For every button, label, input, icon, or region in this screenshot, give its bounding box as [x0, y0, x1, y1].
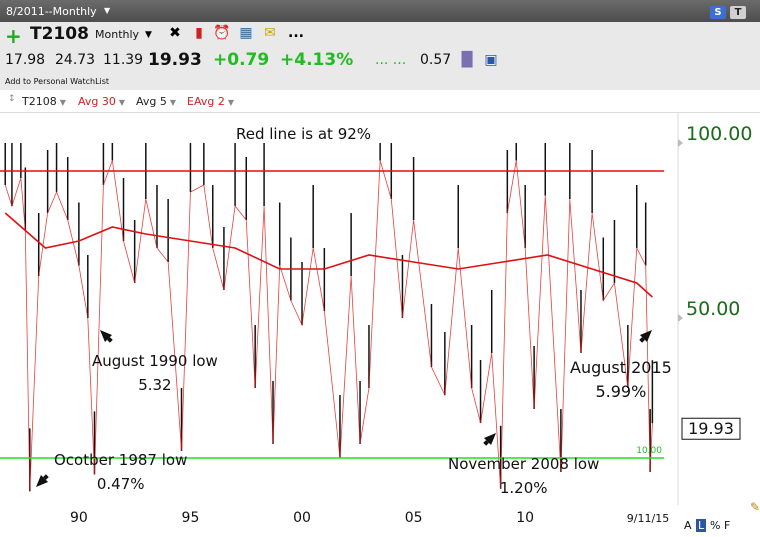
axis-layer: 90 95 00 05 10 9/11/15 100.00 50.00 19.93: [70, 112, 752, 526]
badge-t-button[interactable]: T: [730, 6, 746, 19]
last-value-box: [681, 417, 741, 440]
quote-high: 24.73: [55, 52, 96, 68]
annotation-label-1: August 1990 low: [92, 352, 218, 370]
title-dropdown-icon[interactable]: ▼: [104, 6, 111, 15]
scale-pct-button[interactable]: %: [710, 519, 721, 532]
annotation-arrow-icon-3: [483, 433, 496, 446]
annotation-value-1: 5.32: [138, 376, 171, 394]
window-title: 8/2011--Monthly: [6, 5, 97, 18]
annotation-value-3: 1.20%: [500, 479, 548, 497]
x-tick-90: 90: [70, 510, 88, 526]
symbol-label[interactable]: T2108: [30, 24, 89, 44]
quote-change-pct: +4.13%: [280, 50, 354, 70]
more-options-button[interactable]: ...: [288, 25, 304, 41]
x-end-label: 9/11/15: [627, 512, 669, 525]
annotations-layer: Red line is at 92% August 1990 low 5.32 Oco…: [36, 125, 672, 497]
reference-lines-layer: 10.00: [0, 170, 664, 459]
x-tick-10: 10: [516, 510, 534, 526]
last-value-label: 19.93: [688, 419, 734, 438]
legend-eavg2[interactable]: EAvg 2 ▼: [187, 95, 234, 108]
annotation-arrow-icon-1-shaft: [107, 337, 113, 343]
legend-eavg2-label: EAvg 2: [187, 95, 225, 108]
annotation-arrow-icon-4-shaft: [639, 337, 645, 343]
avg30-series-line: [4, 212, 653, 298]
add-icon[interactable]: +: [5, 24, 22, 48]
period-select[interactable]: Monthly: [95, 28, 140, 41]
window-title-bar: 8/2011--Monthly ▼ S T: [0, 0, 760, 22]
pencil-icon[interactable]: ✎: [750, 500, 760, 514]
scale-a-button[interactable]: A: [684, 519, 692, 532]
add-watchlist-link[interactable]: Add to Personal WatchList: [5, 77, 110, 86]
annotation-arrow-icon-1: [100, 330, 113, 343]
annotation-arrow-icon-4: [639, 330, 652, 343]
legend-drag-icon[interactable]: ↕: [8, 94, 16, 104]
annotation-label-3: November 2008 low: [448, 455, 599, 473]
database-icon[interactable]: █: [461, 52, 473, 68]
x-tick-05: 05: [405, 510, 423, 526]
bar-chart-icon[interactable]: ▮: [195, 25, 203, 41]
avg-layer: [4, 212, 653, 298]
legend-caret-icon: ▼: [227, 98, 234, 107]
quote-open: 17.98: [5, 52, 46, 68]
legend-t2108-label: T2108: [22, 95, 57, 108]
quote-extra: 0.57: [420, 52, 452, 68]
scale-f-button[interactable]: F: [724, 519, 731, 532]
x-tick-95: 95: [182, 510, 200, 526]
annotation-arrow-icon-2: [36, 474, 49, 487]
quote-last: 19.93: [148, 50, 202, 70]
tools-icon[interactable]: ✖: [169, 25, 181, 41]
save-icon[interactable]: ▣: [484, 52, 498, 68]
indicator-legend: ↕ T2108 ▼ Avg 30 ▼ Avg 5 ▼ EAvg 2 ▼: [0, 90, 760, 113]
annotation-label-4: August 2015: [570, 358, 672, 377]
toolbar: + T2108 Monthly ▼ ✖ ▮ ⏰ ▦ ✉ ... 17.98 24…: [0, 22, 760, 90]
reference-line-label-1: 10.00: [636, 446, 662, 456]
legend-avg30-label: Avg 30: [78, 95, 116, 108]
quote-dots: ... ...: [375, 52, 407, 68]
scale-l-button[interactable]: L: [696, 519, 707, 532]
annotation-label-0: Red line is at 92%: [236, 125, 371, 143]
annotation-arrow-icon-2-shaft: [43, 474, 49, 480]
note-icon[interactable]: ✉: [264, 25, 276, 41]
y-tick-label-50: 50.00: [686, 298, 740, 320]
badge-s-button[interactable]: S: [710, 6, 726, 19]
annotation-value-4: 5.99%: [595, 382, 646, 401]
alarm-clock-icon[interactable]: ⏰: [213, 25, 231, 41]
y-tick-marker-0: [678, 139, 683, 147]
annotation-label-2: Ocotber 1987 low: [54, 451, 187, 469]
grid-table-icon[interactable]: ▦: [239, 25, 253, 41]
legend-caret-icon: ▼: [118, 98, 126, 107]
period-dropdown-icon[interactable]: ▼: [145, 30, 152, 40]
quote-low: 11.39: [103, 52, 144, 68]
t2108-series-line: [4, 160, 653, 492]
x-tick-00: 00: [293, 510, 311, 526]
annotation-value-2: 0.47%: [97, 475, 145, 493]
legend-caret-icon: ▼: [169, 98, 177, 107]
quote-change: +0.79: [213, 50, 270, 70]
legend-t2108[interactable]: T2108 ▼: [22, 95, 66, 108]
legend-caret-icon: ▼: [59, 98, 66, 107]
legend-avg5[interactable]: Avg 5 ▼: [136, 95, 176, 108]
annotation-arrow-icon-3-shaft: [483, 440, 489, 446]
y-tick-marker-1: [678, 314, 683, 322]
y-tick-label-100: 100.00: [686, 123, 752, 145]
legend-avg5-label: Avg 5: [136, 95, 167, 108]
bars-layer: [4, 143, 654, 492]
legend-avg30[interactable]: Avg 30 ▼: [78, 95, 125, 108]
